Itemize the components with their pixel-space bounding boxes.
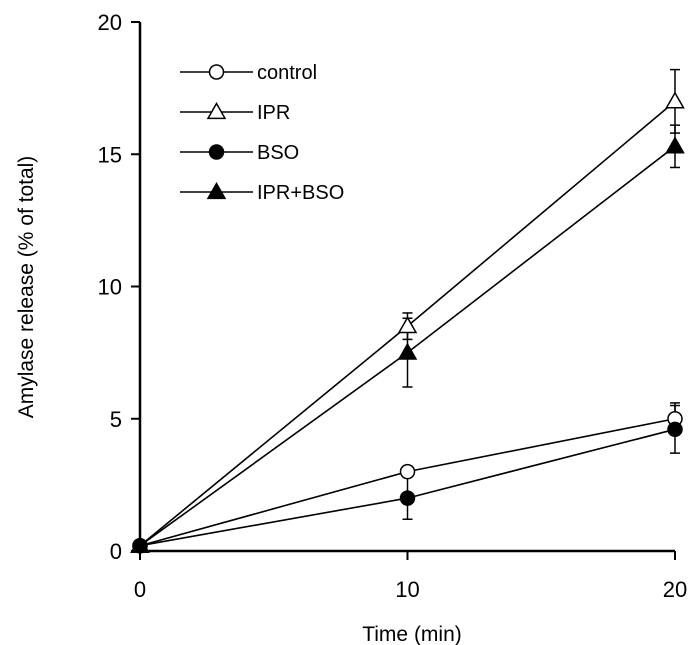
legend-label: control <box>257 62 317 84</box>
legend-marker <box>206 101 227 120</box>
y-tick-label: 20 <box>98 10 122 35</box>
axes: 0 5 10 15 20 0 10 20 <box>98 10 688 602</box>
data-point <box>399 490 416 506</box>
x-axis-title: Time (min) <box>362 623 462 645</box>
y-axis-title: Amylase release (% of total) <box>15 156 38 419</box>
legend-label: IPR+BSO <box>257 182 344 204</box>
legend-marker <box>208 64 225 80</box>
legend-marker <box>208 144 225 160</box>
plot-area <box>130 68 685 554</box>
y-tick-label: 15 <box>98 142 122 167</box>
x-tick-label: 20 <box>663 577 687 602</box>
y-tick-label: 10 <box>98 275 122 300</box>
legend-label: BSO <box>257 142 299 164</box>
data-point <box>397 342 418 360</box>
legend-marker <box>206 181 227 200</box>
x-tick-label: 0 <box>134 577 146 602</box>
y-tick-label: 5 <box>110 407 122 432</box>
legend: control IPR BSO IPR+BSO <box>180 62 344 204</box>
data-point <box>399 463 416 480</box>
x-tick-label: 10 <box>395 577 419 602</box>
y-tick-label: 0 <box>110 539 122 564</box>
data-point <box>667 421 683 438</box>
data-point <box>397 316 418 334</box>
data-point <box>665 136 685 154</box>
data-point <box>665 91 685 109</box>
legend-label: IPR <box>257 102 290 124</box>
